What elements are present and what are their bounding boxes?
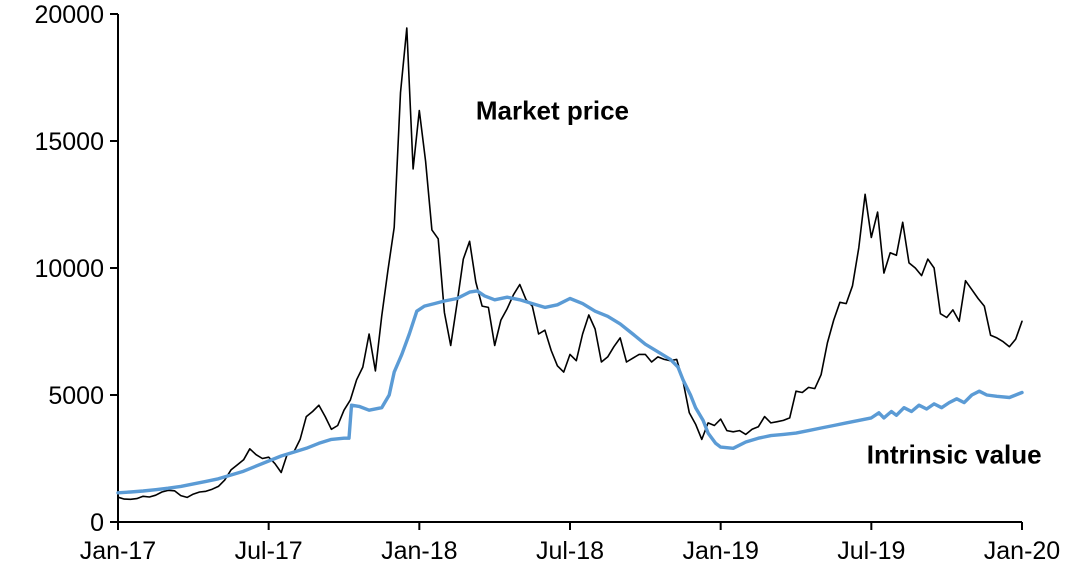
x-axis-tick-label: Jul-19 bbox=[837, 537, 905, 565]
x-axis-tick-label: Jan-20 bbox=[984, 537, 1060, 565]
x-axis-tick-label: Jan-17 bbox=[80, 537, 156, 565]
y-axis-tick-label: 0 bbox=[90, 509, 104, 537]
y-axis-tick-label: 20000 bbox=[34, 1, 104, 29]
y-axis-tick-label: 15000 bbox=[34, 128, 104, 156]
x-axis-tick-label: Jan-19 bbox=[682, 537, 758, 565]
annotation-market-price: Market price bbox=[476, 96, 629, 126]
series-intrinsic-value-line bbox=[116, 289, 1024, 495]
x-axis-tick-label: Jul-18 bbox=[536, 537, 604, 565]
x-axis-tick-label: Jan-18 bbox=[381, 537, 457, 565]
series-market-price-line bbox=[117, 27, 1023, 501]
y-axis-tick-label: 10000 bbox=[34, 255, 104, 283]
x-axis-tick-label: Jul-17 bbox=[235, 537, 303, 565]
annotation-intrinsic-value: Intrinsic value bbox=[867, 440, 1042, 470]
y-axis-tick-label: 5000 bbox=[48, 382, 104, 410]
